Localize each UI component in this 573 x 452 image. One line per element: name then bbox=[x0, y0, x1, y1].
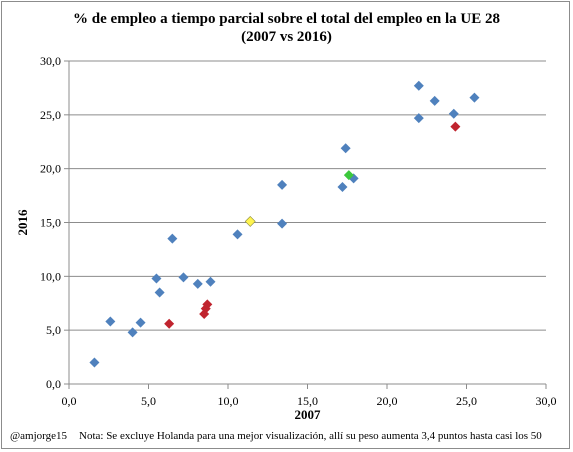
data-point-red bbox=[202, 299, 213, 310]
chart-title: % de empleo a tiempo parcial sobre el to… bbox=[0, 10, 573, 46]
chart-title-line: % de empleo a tiempo parcial sobre el to… bbox=[73, 11, 500, 27]
footer-note: Nota: Se excluye Holanda para una mejor … bbox=[79, 430, 542, 442]
data-point-default bbox=[277, 179, 288, 190]
y-tick-label: 5,0 bbox=[46, 323, 61, 337]
data-point-default bbox=[105, 316, 116, 327]
x-axis-title: 2007 bbox=[295, 407, 322, 422]
y-tick-label: 30,0 bbox=[40, 54, 61, 68]
x-tick-label: 15,0 bbox=[297, 394, 318, 408]
data-point-default bbox=[178, 272, 189, 283]
y-tick-label: 25,0 bbox=[40, 108, 61, 122]
data-point-default bbox=[340, 143, 351, 154]
grid-lines bbox=[69, 60, 546, 331]
x-tick-label: 20,0 bbox=[377, 394, 398, 408]
data-point-default bbox=[277, 218, 288, 229]
y-axis-title: 2016 bbox=[15, 209, 30, 236]
data-point-default bbox=[135, 317, 146, 328]
x-tick-label: 25,0 bbox=[456, 394, 477, 408]
data-point-default bbox=[167, 233, 178, 244]
data-point-green bbox=[343, 170, 354, 181]
data-point-default bbox=[337, 181, 348, 192]
data-points bbox=[89, 80, 480, 368]
chart-subtitle: (2007 vs 2016) bbox=[241, 29, 332, 45]
y-tick-label: 20,0 bbox=[40, 162, 61, 176]
data-point-default bbox=[232, 229, 243, 240]
y-tick-label: 10,0 bbox=[40, 269, 61, 283]
data-point-default bbox=[154, 287, 165, 298]
x-tick-labels: 0,0 5,0 10,0 15,0 20,0 25,0 30,0 bbox=[62, 384, 557, 408]
data-point-default bbox=[413, 80, 424, 91]
data-point-default bbox=[192, 278, 203, 289]
data-point-red bbox=[164, 318, 175, 329]
data-point-default bbox=[413, 113, 424, 124]
data-point-default bbox=[429, 95, 440, 106]
data-point-red bbox=[450, 121, 461, 132]
data-point-default bbox=[127, 327, 138, 338]
data-point-default bbox=[151, 273, 162, 284]
x-tick-label: 30,0 bbox=[536, 394, 557, 408]
data-point-yellow bbox=[244, 215, 256, 227]
author-handle: @amjorge15 bbox=[10, 430, 67, 442]
x-tick-label: 5,0 bbox=[141, 394, 156, 408]
y-tick-label: 0,0 bbox=[46, 377, 61, 391]
data-point-default bbox=[89, 357, 100, 368]
y-tick-labels: 0,0 5,0 10,0 15,0 20,0 25,0 30,0 bbox=[40, 54, 69, 391]
data-point-default bbox=[205, 276, 216, 287]
x-tick-label: 0,0 bbox=[62, 394, 77, 408]
y-tick-label: 15,0 bbox=[40, 216, 61, 230]
x-tick-label: 10,0 bbox=[218, 394, 239, 408]
data-point-default bbox=[448, 108, 459, 119]
data-point-default bbox=[469, 92, 480, 103]
